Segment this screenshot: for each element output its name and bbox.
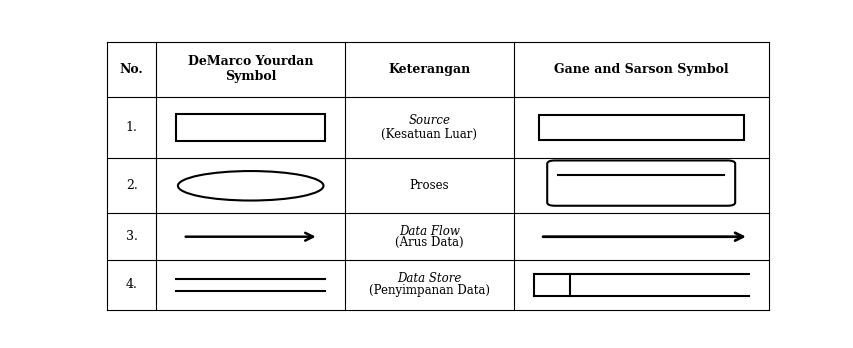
Text: Data Flow: Data Flow: [398, 224, 459, 238]
Text: Data Store: Data Store: [397, 272, 461, 285]
Text: 2.: 2.: [125, 179, 137, 192]
Text: 1.: 1.: [125, 121, 137, 134]
Text: No.: No.: [119, 63, 143, 76]
Text: (Penyimpanan Data): (Penyimpanan Data): [368, 284, 490, 298]
Text: DeMarco Yourdan
Symbol: DeMarco Yourdan Symbol: [188, 55, 313, 83]
Text: Gane and Sarson Symbol: Gane and Sarson Symbol: [554, 63, 728, 76]
Text: (Kesatuan Luar): (Kesatuan Luar): [381, 128, 477, 141]
Text: 3.: 3.: [125, 230, 137, 243]
Ellipse shape: [177, 171, 323, 200]
FancyBboxPatch shape: [547, 160, 734, 206]
Bar: [176, 114, 325, 141]
Bar: [538, 115, 743, 140]
Text: Proses: Proses: [409, 179, 449, 192]
Text: Keterangan: Keterangan: [388, 63, 470, 76]
Text: 4.: 4.: [125, 278, 137, 291]
Text: (Arus Data): (Arus Data): [395, 236, 463, 249]
Text: Source: Source: [408, 113, 450, 127]
